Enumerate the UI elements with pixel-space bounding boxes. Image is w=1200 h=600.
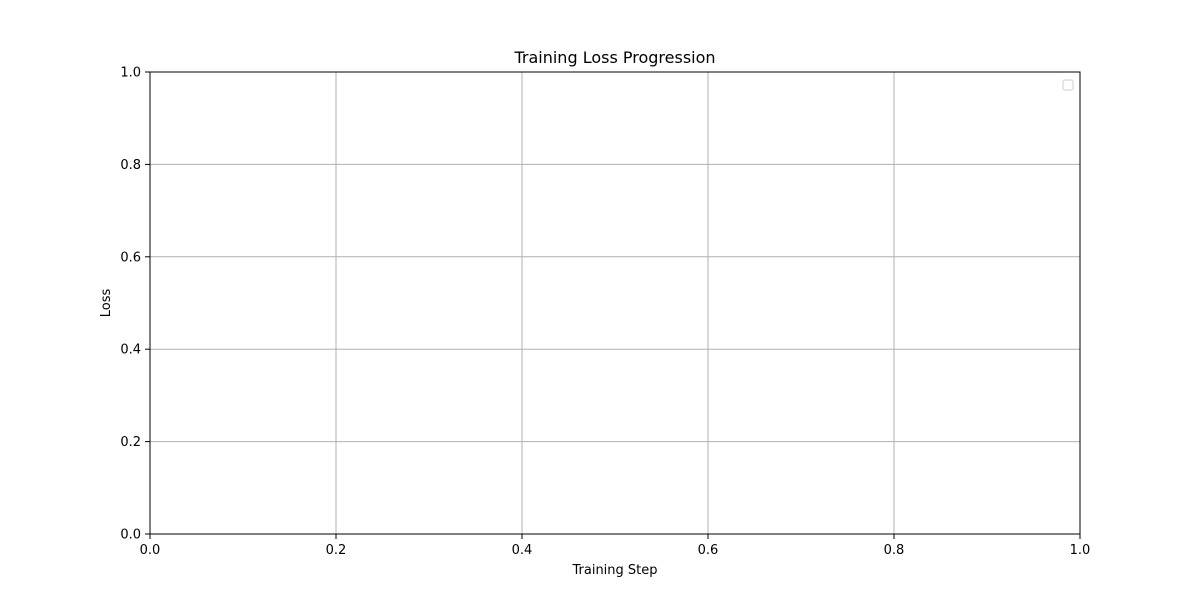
y-tick-label: 0.8 [120,158,141,173]
x-axis-ticks: 0.0 0.2 0.4 0.6 0.8 1.0 [140,534,1091,558]
x-tick-label: 1.0 [1070,543,1091,558]
legend-box [1062,79,1074,91]
y-tick-label: 0.0 [120,528,141,543]
y-tick-label: 0.4 [120,343,141,358]
y-axis-ticks: 0.0 0.2 0.4 0.6 0.8 1.0 [120,66,150,543]
plot-area-frame [149,71,1081,535]
x-axis-label: Training Step [571,563,657,578]
y-tick-label: 0.6 [120,250,141,265]
x-tick-label: 0.6 [698,543,719,558]
y-tick-label: 1.0 [120,66,141,81]
x-tick-label: 0.4 [512,543,533,558]
x-tick-label: 0.8 [884,543,905,558]
y-tick-label: 0.2 [120,435,141,450]
y-axis-label: Loss [99,289,114,318]
x-tick-label: 0.2 [326,543,347,558]
x-tick-label: 0.0 [140,543,161,558]
chart-title: Training Loss Progression [513,48,715,67]
